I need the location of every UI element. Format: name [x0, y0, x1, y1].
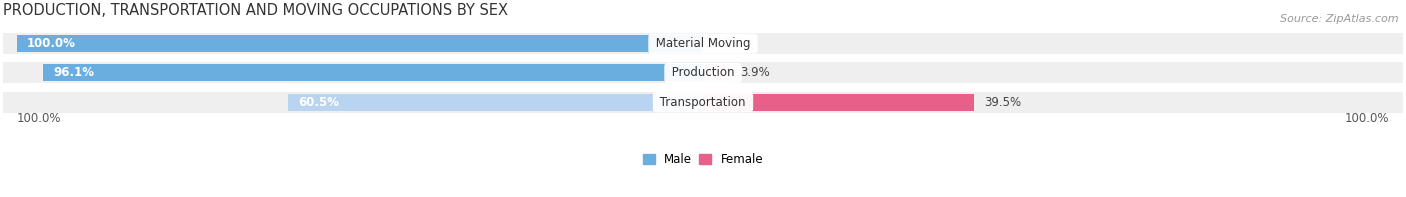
Text: 96.1%: 96.1%: [53, 66, 94, 79]
Bar: [288, 94, 703, 111]
Text: 100.0%: 100.0%: [27, 37, 76, 50]
Bar: [703, 94, 974, 111]
Bar: [44, 64, 703, 81]
Text: PRODUCTION, TRANSPORTATION AND MOVING OCCUPATIONS BY SEX: PRODUCTION, TRANSPORTATION AND MOVING OC…: [3, 3, 508, 18]
Bar: [703, 64, 730, 81]
Text: 39.5%: 39.5%: [984, 96, 1022, 109]
Text: 100.0%: 100.0%: [17, 112, 60, 125]
Text: 0.0%: 0.0%: [713, 37, 742, 50]
Bar: [17, 35, 703, 52]
Bar: [3, 33, 1403, 54]
Text: Production: Production: [668, 66, 738, 79]
Bar: [3, 62, 1403, 84]
Text: Source: ZipAtlas.com: Source: ZipAtlas.com: [1281, 14, 1399, 24]
Text: 3.9%: 3.9%: [740, 66, 770, 79]
Text: 60.5%: 60.5%: [298, 96, 339, 109]
Bar: [3, 92, 1403, 113]
Text: Transportation: Transportation: [657, 96, 749, 109]
Text: Material Moving: Material Moving: [652, 37, 754, 50]
Legend: Male, Female: Male, Female: [643, 153, 763, 166]
Text: 100.0%: 100.0%: [1346, 112, 1389, 125]
